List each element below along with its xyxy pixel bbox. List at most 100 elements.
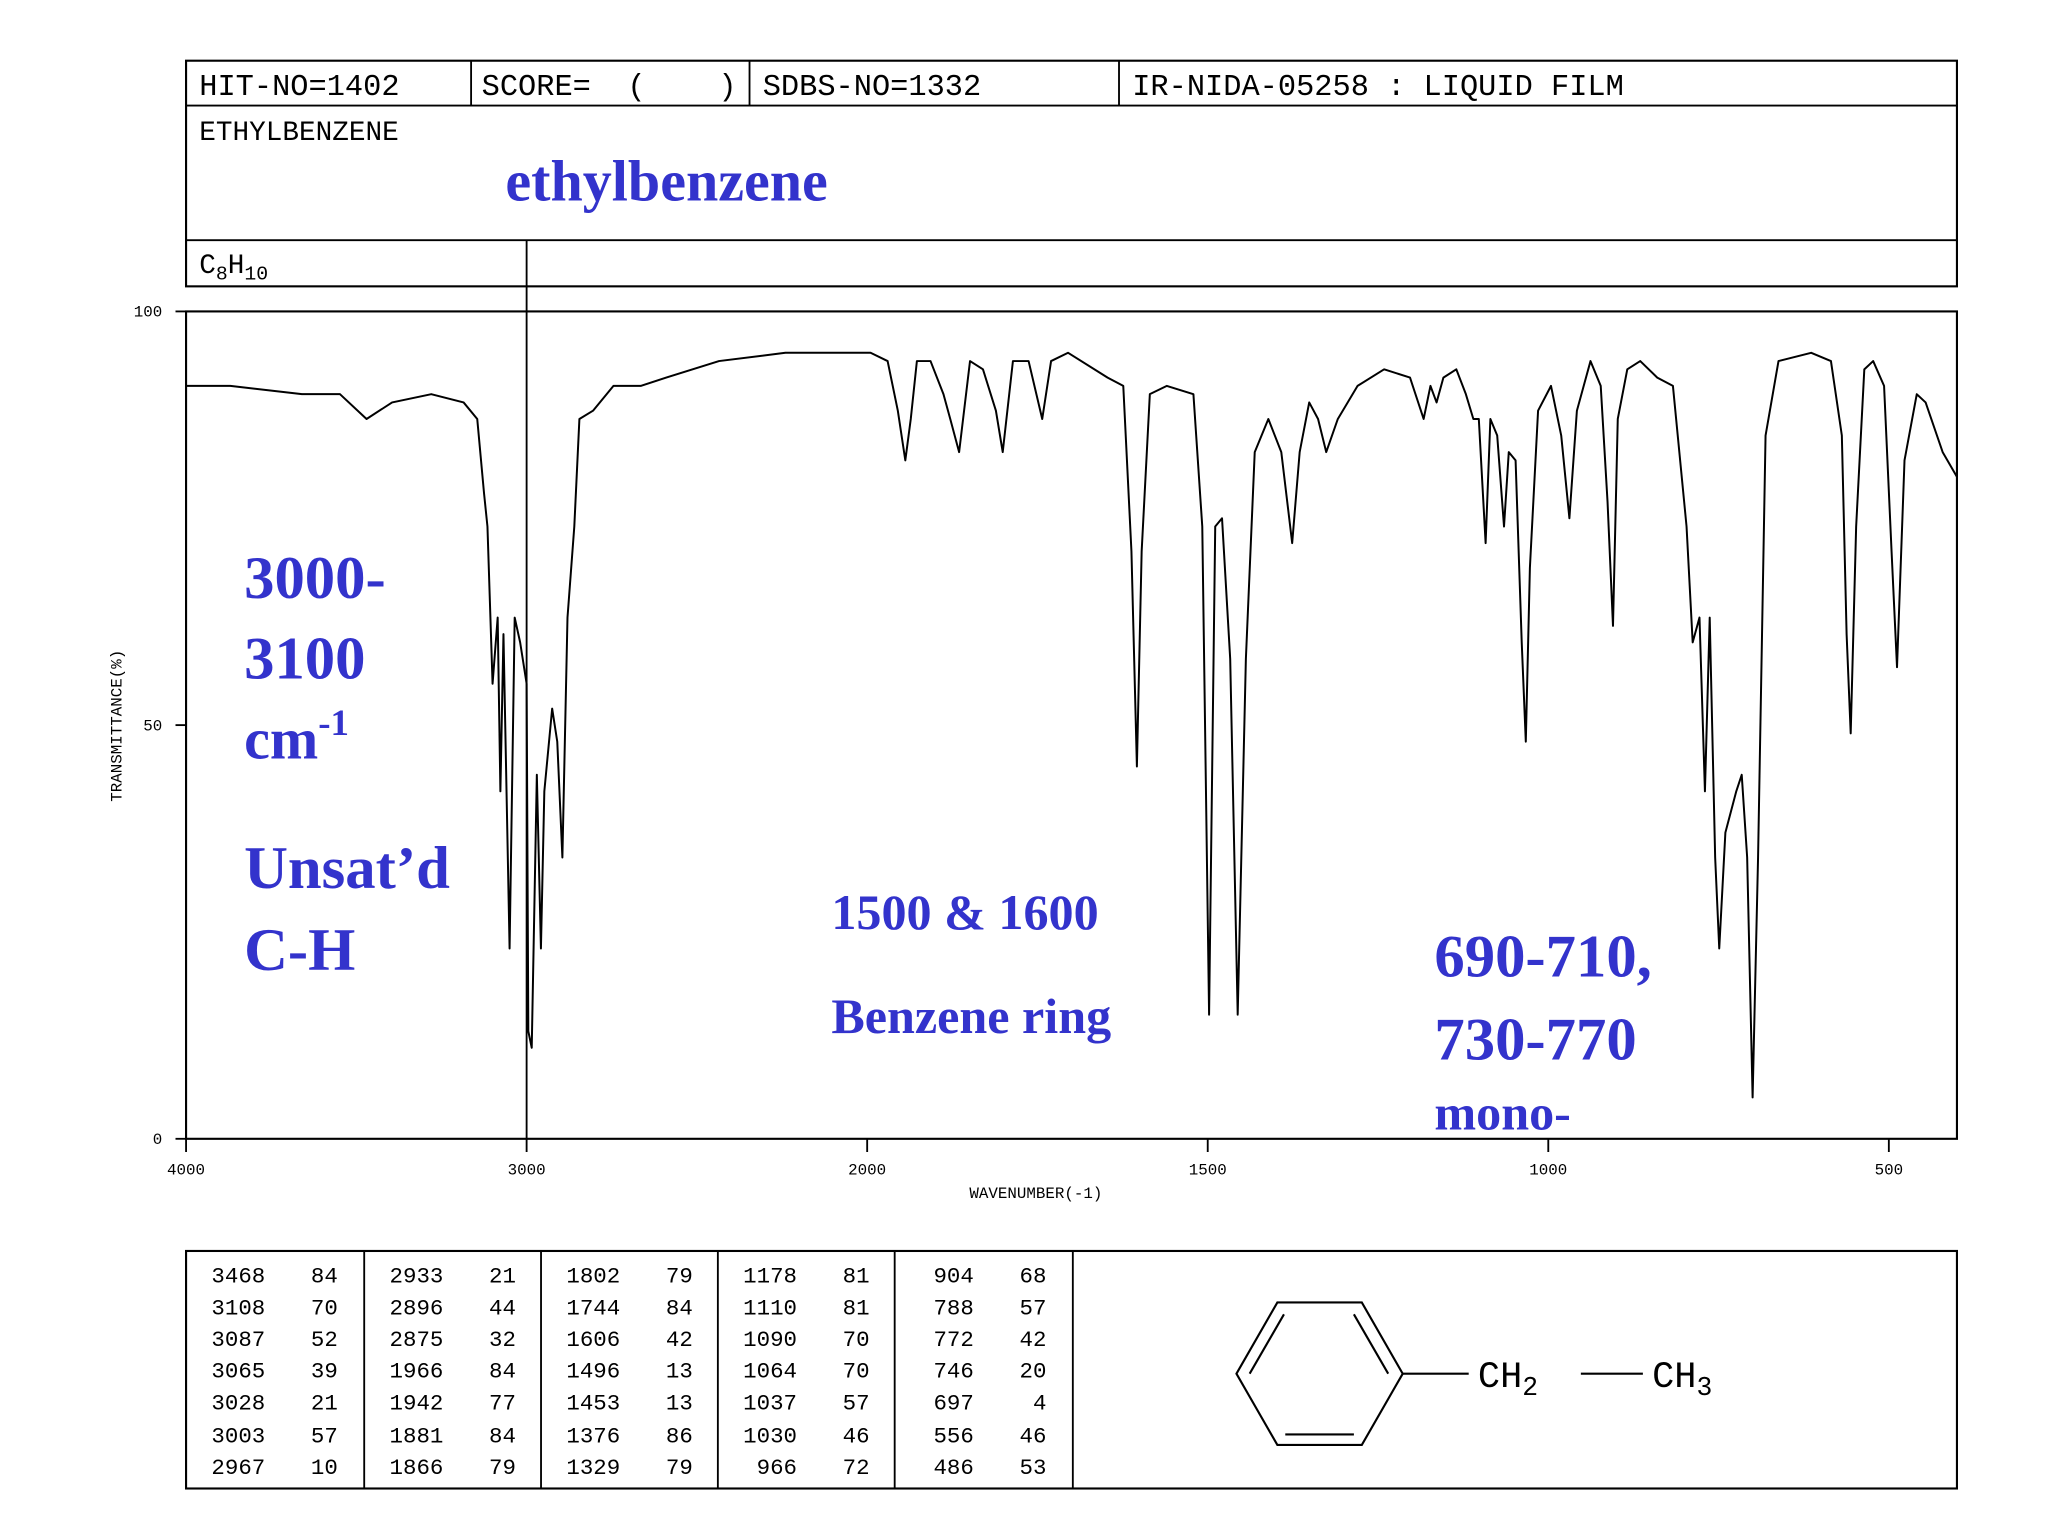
formula: C8H10: [199, 251, 268, 286]
peak-wavenumber: 2875: [390, 1327, 444, 1353]
peak-intensity: 46: [1020, 1423, 1047, 1449]
peak-wavenumber: 1453: [566, 1390, 620, 1416]
formula-sub: 10: [244, 264, 268, 286]
peak-intensity: 84: [666, 1295, 693, 1321]
header-frame: [185, 59, 1959, 288]
peak-wavenumber: 788: [933, 1295, 973, 1321]
peak-intensity: 68: [1020, 1264, 1047, 1290]
peak-intensity: 4: [1033, 1390, 1046, 1416]
formula-part: H: [228, 251, 245, 282]
x-tick-label: 4000: [167, 1161, 205, 1179]
annotation-part: cm: [244, 707, 318, 772]
structure: [1235, 1301, 1643, 1447]
annotation: cm-1: [244, 702, 349, 772]
y-tick-label: 50: [143, 717, 162, 735]
peak-intensity: 84: [489, 1423, 516, 1449]
annotation: 1500 & 1600: [831, 884, 1098, 940]
double-bond: [1248, 1313, 1285, 1375]
peak-intensity: 81: [843, 1264, 870, 1290]
peak-wavenumber: 3028: [211, 1390, 265, 1416]
peak-wavenumber: 1606: [566, 1327, 620, 1353]
peak-intensity: 57: [311, 1423, 338, 1449]
annotation: 3000-: [244, 545, 386, 612]
y-tick-label: 100: [134, 304, 163, 322]
peak-wavenumber: 3108: [211, 1295, 265, 1321]
group-sub: 3: [1696, 1373, 1712, 1403]
peak-intensity: 70: [843, 1359, 870, 1385]
group-main: CH: [1652, 1357, 1696, 1399]
y-axis-label: TRANSMITTANCE(%): [108, 650, 126, 802]
annotation: 3100: [244, 625, 365, 692]
x-tick-label: 2000: [848, 1161, 886, 1179]
score: SCORE= ( ): [482, 71, 737, 105]
peak-wavenumber: 1178: [743, 1264, 797, 1290]
spectrum-line: [186, 351, 1958, 1099]
annotation: Unsat’d: [244, 835, 450, 902]
peak-wavenumber: 1090: [743, 1327, 797, 1353]
peak-wavenumber: 556: [933, 1423, 973, 1449]
compound-name: ETHYLBENZENE: [199, 118, 399, 149]
peak-intensity: 79: [666, 1264, 693, 1290]
x-tick-label: 3000: [508, 1161, 546, 1179]
peak-intensity: 84: [489, 1359, 516, 1385]
peak-wavenumber: 1030: [743, 1423, 797, 1449]
peak-wavenumber: 3065: [211, 1359, 265, 1385]
peak-wavenumber: 1744: [566, 1295, 620, 1321]
peak-wavenumber: 1802: [566, 1264, 620, 1290]
peak-intensity: 57: [1020, 1295, 1047, 1321]
peak-table: 3468 84 3108 70 3087 52 3065 39 3028 21 3003 57 2967…: [211, 1264, 1046, 1481]
formula-sub: 8: [216, 264, 228, 286]
peak-intensity: 44: [489, 1295, 516, 1321]
peak-wavenumber: 2967: [211, 1455, 265, 1481]
ir-code: IR-NIDA-05258 : LIQUID FILM: [1132, 71, 1624, 105]
annotation: 690-710,: [1434, 923, 1651, 990]
peak-wavenumber: 486: [933, 1455, 973, 1481]
peak-intensity: 42: [1020, 1327, 1047, 1353]
peak-wavenumber: 1966: [390, 1359, 444, 1385]
peak-table-frame: [185, 1249, 1959, 1490]
peak-intensity: 13: [666, 1359, 693, 1385]
peak-wavenumber: 904: [933, 1264, 973, 1290]
structure-group: CH3: [1652, 1357, 1712, 1403]
peak-intensity: 57: [843, 1390, 870, 1416]
x-tick-label: 500: [1875, 1161, 1904, 1179]
peak-intensity: 70: [311, 1295, 338, 1321]
peak-intensity: 21: [489, 1264, 516, 1290]
double-bond: [1352, 1313, 1390, 1375]
plot: 0 50 100 4000 3000 2000 1500 1000 500: [134, 240, 1958, 1179]
hit-no: HIT-NO=1402: [199, 71, 399, 105]
peak-wavenumber: 1376: [566, 1423, 620, 1449]
annotation: Benzene ring: [831, 988, 1111, 1044]
y-tick-label: 0: [153, 1131, 163, 1149]
annotation-sup: -1: [318, 702, 349, 743]
peak-intensity: 46: [843, 1423, 870, 1449]
peak-intensity: 70: [843, 1327, 870, 1353]
peak-wavenumber: 2896: [390, 1295, 444, 1321]
peak-intensity: 42: [666, 1327, 693, 1353]
peak-wavenumber: 746: [933, 1359, 973, 1385]
x-axis-label: WAVENUMBER(-1): [969, 1185, 1102, 1203]
peak-wavenumber: 966: [757, 1455, 797, 1481]
peak-wavenumber: 1329: [566, 1455, 620, 1481]
peak-wavenumber: 2933: [390, 1264, 444, 1290]
peak-wavenumber: 3468: [211, 1264, 265, 1290]
peak-wavenumber: 3003: [211, 1423, 265, 1449]
peak-intensity: 72: [843, 1455, 870, 1481]
group-sub: 2: [1522, 1373, 1538, 1403]
peak-intensity: 39: [311, 1359, 338, 1385]
peak-intensity: 81: [843, 1295, 870, 1321]
peak-wavenumber: 772: [933, 1327, 973, 1353]
group-main: CH: [1478, 1357, 1522, 1399]
sdbs-no: SDBS-NO=1332: [763, 71, 982, 105]
peak-wavenumber: 1037: [743, 1390, 797, 1416]
annotation: mono-: [1434, 1085, 1570, 1141]
x-tick-label: 1500: [1189, 1161, 1227, 1179]
peak-intensity: 86: [666, 1423, 693, 1449]
peak-intensity: 52: [311, 1327, 338, 1353]
x-tick-label: 1000: [1529, 1161, 1567, 1179]
peak-wavenumber: 1866: [390, 1455, 444, 1481]
peak-wavenumber: 1064: [743, 1359, 797, 1385]
peak-intensity: 84: [311, 1264, 338, 1290]
